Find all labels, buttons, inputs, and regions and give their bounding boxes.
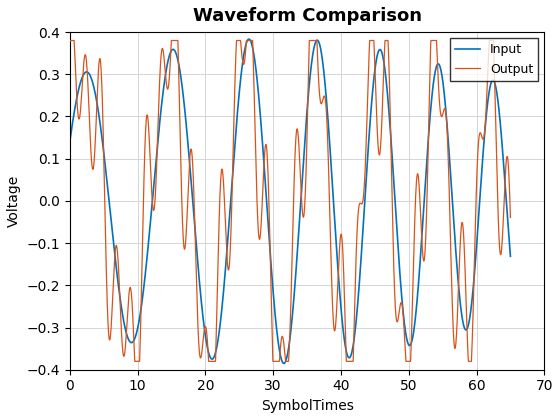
Output [507, 215, 514, 220]
Input [281, 361, 287, 366]
Output [67, 38, 73, 43]
Input [116, 296, 123, 301]
Output [255, 226, 262, 231]
Input [235, 95, 242, 100]
Output [143, 115, 150, 120]
Output [132, 359, 138, 364]
Output [236, 38, 242, 43]
Line: Input: Input [70, 39, 510, 363]
Input [246, 37, 253, 42]
Input [499, 141, 506, 146]
Input [507, 254, 514, 259]
X-axis label: SymbolTimes: SymbolTimes [260, 399, 353, 413]
Input [255, 87, 262, 92]
Input [451, 231, 458, 236]
Input [67, 139, 73, 144]
Input [143, 263, 150, 268]
Legend: Input, Output: Input, Output [450, 38, 538, 81]
Y-axis label: Voltage: Voltage [7, 175, 21, 227]
Output [117, 303, 124, 308]
Output [451, 345, 458, 350]
Output [499, 241, 506, 246]
Line: Output: Output [70, 40, 510, 361]
Output [67, 39, 73, 44]
Title: Waveform Comparison: Waveform Comparison [193, 7, 422, 25]
